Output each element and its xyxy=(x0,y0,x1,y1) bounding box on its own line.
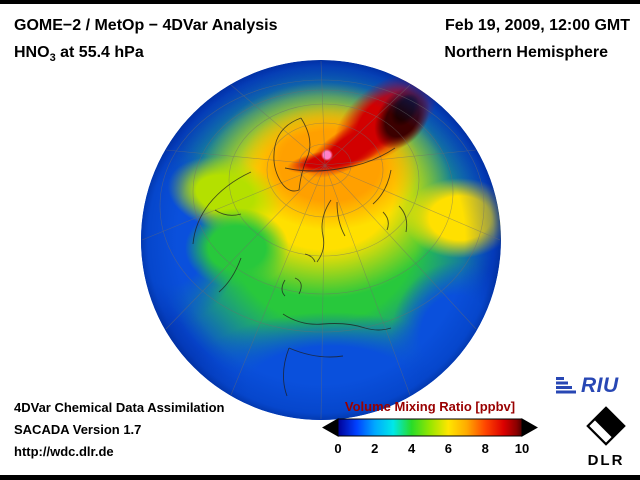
colorbar-tick-10: 10 xyxy=(514,441,530,456)
footer-credits: 4DVar Chemical Data Assimilation SACADA … xyxy=(14,397,225,463)
colorbar-tick-2: 2 xyxy=(371,441,379,456)
date-time-label: Feb 19, 2009, 12:00 GMT xyxy=(445,17,630,34)
hemisphere-label: Northern Hemisphere xyxy=(444,44,608,61)
plot-title: GOME−2 / MetOp − 4DVar Analysis xyxy=(14,17,278,34)
colorbar-title: Volume Mixing Ratio [ppbv] xyxy=(344,399,516,414)
pressure-level: at 55.4 hPa xyxy=(55,44,144,61)
colorbar-gradient xyxy=(337,418,523,437)
species-name: HNO xyxy=(14,44,50,61)
bottom-border xyxy=(0,475,640,480)
dlr-logo: DLR xyxy=(582,406,630,469)
globe-map xyxy=(141,60,501,420)
riu-logo: RIU xyxy=(556,374,619,398)
colorbar xyxy=(322,418,538,437)
coastlines xyxy=(192,117,408,397)
colorbar-tick-4: 4 xyxy=(407,441,416,456)
plot-header-left: GOME−2 / MetOp − 4DVar Analysis HNO3 at … xyxy=(14,12,278,72)
dlr-logo-text: DLR xyxy=(587,452,625,469)
top-border xyxy=(0,0,640,4)
colorbar-right-arrow xyxy=(521,418,538,437)
mixing-ratio-field xyxy=(141,60,501,420)
colorbar-tick-0: 0 xyxy=(334,441,342,456)
species-subscript: 3 xyxy=(49,52,56,65)
assimilation-label: 4DVar Chemical Data Assimilation xyxy=(14,400,225,415)
riu-logo-text: RIU xyxy=(581,374,619,397)
url-label: http://wdc.dlr.de xyxy=(14,444,114,459)
graticule xyxy=(141,60,501,420)
dlr-logo-emblem xyxy=(586,406,626,446)
riu-logo-icon xyxy=(556,377,576,394)
species-level-line: HNO3 at 55.4 hPa xyxy=(14,39,278,72)
colorbar-tick-8: 8 xyxy=(481,441,489,456)
colorbar-tick-6: 6 xyxy=(444,441,453,456)
colorbar-left-arrow xyxy=(322,418,339,437)
colorbar-ticks: 0 2 4 6 8 10 xyxy=(334,441,529,457)
version-label: SACADA Version 1.7 xyxy=(14,422,142,437)
plot-header-right: Feb 19, 2009, 12:00 GMT Northern Hemisph… xyxy=(444,12,630,66)
